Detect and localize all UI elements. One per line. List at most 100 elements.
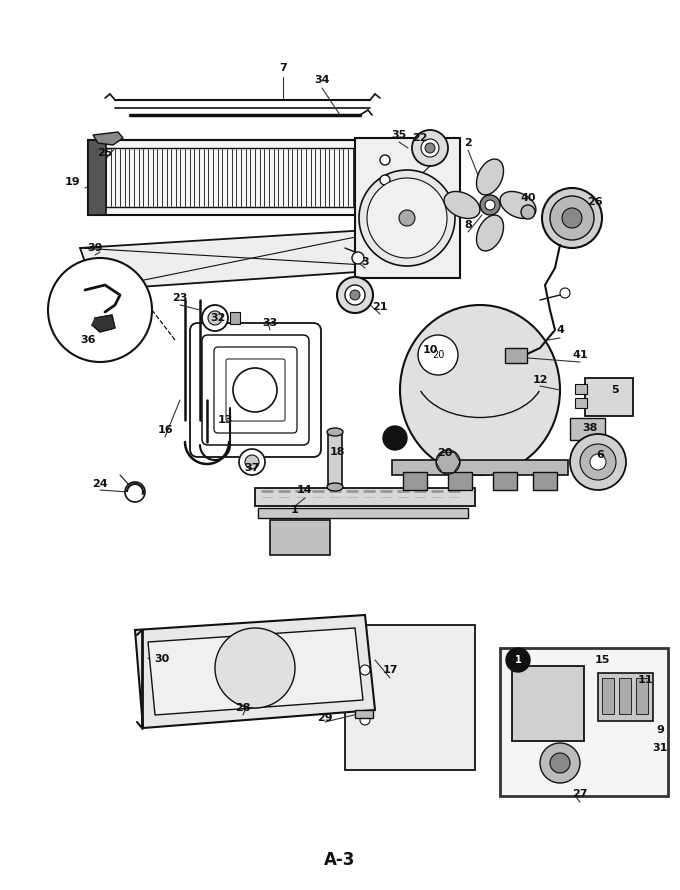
- Circle shape: [542, 188, 602, 248]
- Text: 4: 4: [556, 325, 564, 335]
- Text: 41: 41: [572, 350, 588, 360]
- Circle shape: [425, 143, 435, 153]
- Circle shape: [383, 426, 407, 450]
- Ellipse shape: [400, 305, 560, 475]
- Bar: [500, 648, 668, 796]
- Bar: [255, 488, 475, 506]
- Circle shape: [570, 434, 626, 490]
- Text: 5: 5: [611, 385, 619, 395]
- Text: 33: 33: [262, 318, 277, 328]
- Bar: [570, 418, 605, 440]
- Circle shape: [359, 170, 455, 266]
- Bar: [328, 432, 342, 487]
- Text: 23: 23: [172, 293, 188, 303]
- Text: 20: 20: [437, 448, 453, 458]
- Circle shape: [245, 455, 259, 469]
- Text: 7: 7: [279, 63, 287, 73]
- Circle shape: [337, 277, 373, 313]
- Ellipse shape: [477, 215, 503, 251]
- Text: 13: 13: [218, 415, 233, 425]
- Circle shape: [590, 454, 606, 470]
- Circle shape: [380, 155, 390, 165]
- Polygon shape: [135, 615, 375, 728]
- Text: 22: 22: [412, 133, 428, 143]
- Text: 10: 10: [422, 345, 438, 355]
- Text: 28: 28: [235, 703, 251, 713]
- Circle shape: [399, 210, 415, 226]
- Circle shape: [208, 311, 222, 325]
- Circle shape: [352, 252, 364, 264]
- Text: 38: 38: [582, 423, 598, 433]
- Text: 3: 3: [361, 257, 369, 267]
- Text: 27: 27: [573, 789, 588, 799]
- Bar: [355, 710, 373, 718]
- Text: A-3: A-3: [324, 851, 356, 869]
- Text: 26: 26: [588, 197, 602, 207]
- Bar: [88, 140, 106, 215]
- Bar: [575, 398, 587, 408]
- Circle shape: [480, 195, 500, 215]
- Circle shape: [233, 368, 277, 412]
- Text: 11: 11: [637, 675, 653, 685]
- Text: 30: 30: [154, 654, 169, 664]
- Circle shape: [380, 175, 390, 185]
- Text: 6: 6: [596, 450, 604, 460]
- Circle shape: [360, 715, 370, 725]
- Bar: [636, 678, 648, 714]
- Circle shape: [125, 482, 145, 502]
- Text: 17: 17: [382, 665, 398, 675]
- Circle shape: [360, 665, 370, 675]
- Text: 39: 39: [87, 243, 103, 253]
- Bar: [505, 348, 527, 363]
- Text: 32: 32: [210, 313, 226, 323]
- Circle shape: [421, 139, 439, 157]
- Circle shape: [560, 288, 570, 298]
- Circle shape: [350, 290, 360, 300]
- Polygon shape: [93, 132, 123, 145]
- Ellipse shape: [477, 159, 503, 195]
- Bar: [493, 472, 517, 490]
- Text: 1: 1: [515, 655, 522, 665]
- Circle shape: [506, 648, 530, 672]
- Bar: [345, 625, 475, 770]
- Text: 37: 37: [244, 463, 260, 473]
- Text: 36: 36: [80, 335, 96, 345]
- Polygon shape: [148, 628, 363, 715]
- Bar: [533, 472, 557, 490]
- Bar: [403, 472, 427, 490]
- Circle shape: [412, 130, 448, 166]
- Text: 16: 16: [157, 425, 173, 435]
- Text: 1: 1: [291, 505, 299, 515]
- Polygon shape: [92, 315, 115, 332]
- Bar: [602, 678, 614, 714]
- Circle shape: [239, 449, 265, 475]
- Bar: [270, 520, 330, 555]
- Text: 20: 20: [432, 350, 444, 360]
- Ellipse shape: [444, 191, 480, 219]
- Circle shape: [48, 258, 152, 362]
- Polygon shape: [80, 228, 415, 290]
- Ellipse shape: [500, 191, 536, 219]
- Text: 21: 21: [372, 302, 388, 312]
- Text: 34: 34: [314, 75, 330, 85]
- Circle shape: [418, 335, 458, 375]
- Text: 9: 9: [656, 725, 664, 735]
- Text: 19: 19: [64, 177, 80, 187]
- Text: 18: 18: [329, 447, 345, 457]
- Circle shape: [562, 208, 582, 228]
- Text: 2: 2: [464, 138, 472, 148]
- Circle shape: [215, 628, 295, 708]
- Circle shape: [202, 305, 228, 331]
- Text: 25: 25: [97, 148, 113, 158]
- Text: 40: 40: [520, 193, 536, 203]
- Circle shape: [540, 743, 580, 783]
- Bar: [355, 138, 460, 278]
- Text: 35: 35: [392, 130, 407, 140]
- Circle shape: [367, 178, 447, 258]
- Text: 29: 29: [317, 713, 333, 723]
- Circle shape: [521, 205, 535, 219]
- Circle shape: [485, 200, 495, 210]
- Bar: [258, 508, 468, 518]
- Bar: [575, 384, 587, 394]
- Bar: [619, 678, 631, 714]
